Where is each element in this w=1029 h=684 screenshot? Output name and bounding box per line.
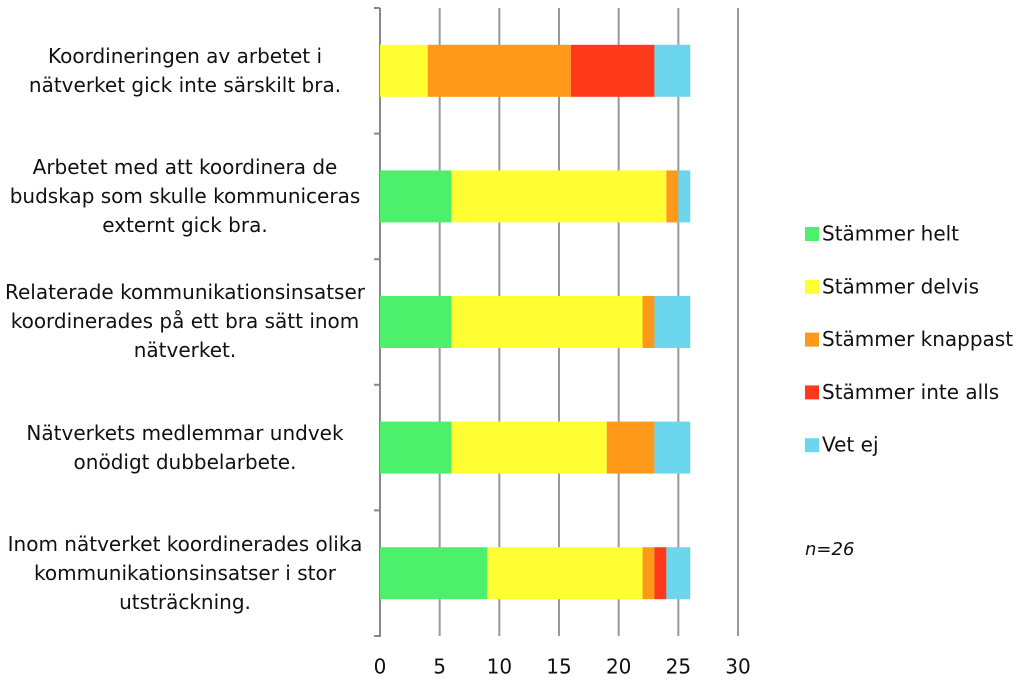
legend-swatch: [805, 438, 819, 453]
x-tick-label: 25: [666, 655, 691, 679]
bar-segment: [451, 421, 607, 474]
bar-segment: [642, 547, 655, 600]
legend-swatch: [805, 385, 819, 400]
bar-segment: [380, 170, 452, 223]
x-tick-label: 5: [433, 655, 446, 679]
bar-segment: [654, 296, 691, 348]
y-tick-label: Relaterade kommunikationsinsatser koordi…: [5, 280, 365, 363]
bar-segment: [606, 421, 655, 474]
bar-segment: [678, 170, 691, 223]
x-tick-label: 20: [606, 655, 631, 679]
bar-segment: [380, 296, 452, 348]
bar-segment: [654, 44, 691, 97]
bar-segment: [666, 170, 679, 223]
legend-label: Stämmer inte alls: [822, 380, 999, 404]
legend-label: Stämmer knappast: [822, 327, 1013, 351]
bar-segment: [380, 44, 428, 97]
legend-label: Stämmer helt: [822, 222, 959, 246]
bar-segment: [451, 170, 667, 223]
legend-swatch: [805, 227, 819, 241]
legend-swatch: [805, 332, 819, 347]
bar-segment: [380, 547, 488, 600]
bar-segment: [427, 44, 571, 97]
bar-segment: [642, 296, 655, 348]
legend-swatch: [805, 279, 819, 294]
bar-segment: [451, 296, 643, 348]
bar-segment: [654, 421, 691, 474]
x-tick-label: 30: [725, 655, 750, 679]
bar-segment: [654, 547, 667, 600]
bar-segment: [570, 44, 655, 97]
x-tick-label: 0: [374, 655, 387, 679]
legend-label: Stämmer delvis: [822, 274, 979, 298]
y-tick-label: Nätverkets medlemmar undvek onödigt dubb…: [26, 420, 344, 474]
bar-segment: [666, 547, 691, 600]
x-tick-label: 10: [487, 655, 512, 679]
annotation: n=26: [805, 539, 854, 560]
x-tick-label: 15: [546, 655, 571, 679]
bar-segment: [380, 421, 452, 474]
legend-label: Vet ej: [822, 433, 879, 457]
bar-segment: [487, 547, 643, 600]
y-tick-label: Arbetet med att koordinera de budskap so…: [9, 154, 361, 237]
y-tick-label: Inom nätverket koordinerades olika kommu…: [7, 531, 363, 614]
y-tick-label: Koordineringen av arbetet i nätverket gi…: [28, 43, 342, 97]
